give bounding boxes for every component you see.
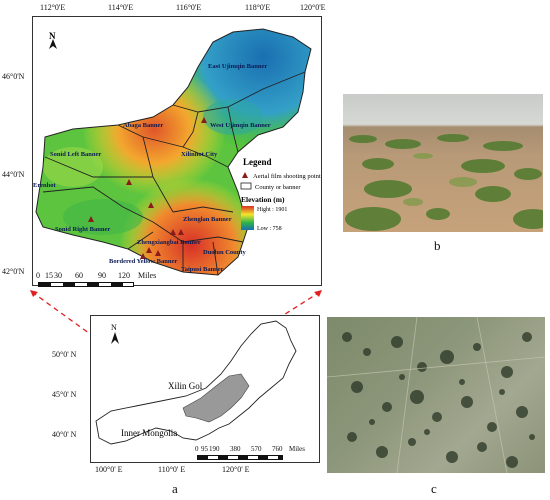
scale-bar-a: 0 15 30 60 90 120 Miles (36, 271, 196, 291)
scale-label: 30 (54, 271, 62, 280)
lon-tick: 120°0'E (300, 3, 326, 12)
map-b-frame: N Xilin Gol Inner Mongolia (90, 315, 320, 463)
scale-label-b: 190 (209, 445, 220, 453)
label-sonid-left: Sonid Left Banner (50, 151, 101, 158)
shooting-point (155, 250, 161, 256)
scale-label-b: 760 (272, 445, 283, 453)
label-inner-mongolia: Inner Mongolia (121, 428, 177, 438)
north-label-b: N (111, 323, 117, 332)
legend-county: County or banner (255, 184, 301, 191)
lon-tick-b: 110°0' E (158, 465, 186, 474)
shooting-point (88, 216, 94, 222)
scale-label: 15 (45, 271, 53, 280)
lon-tick-b: 120°0' E (222, 465, 250, 474)
lat-tick-b: 50°0' N (52, 350, 77, 359)
label-east-ujimqin: East Ujimqin Banner (208, 63, 267, 70)
scale-label: 90 (98, 271, 106, 280)
scale-label-b: 95 (201, 445, 208, 453)
shooting-point (178, 229, 184, 235)
label-zhenglan: Zhenglan Banner (183, 216, 232, 223)
aerial-photo (327, 317, 545, 473)
label-erenhot: Erenhot (33, 182, 56, 189)
lat-tick: 46°0'N (2, 72, 25, 81)
shooting-point (126, 179, 132, 185)
legend-elevation-ramp (241, 206, 254, 230)
grassland-photo (343, 94, 543, 232)
lon-tick-b: 100°0' E (95, 465, 123, 474)
region-outline (35, 28, 312, 276)
legend-a: Legend Aerial film shooting point County… (240, 157, 321, 232)
lon-tick: 114°0'E (108, 3, 134, 12)
legend-low: Low : 758 (257, 226, 282, 232)
legend-high: Hight : 1901 (257, 207, 287, 213)
xilin-gol-region (182, 373, 250, 423)
lat-tick: 44°0'N (2, 170, 25, 179)
scale-unit-b: Miles (289, 445, 305, 453)
scale-label: 60 (75, 271, 83, 280)
scale-bar-b: 0 95 190 380 570 760 Miles (195, 445, 315, 463)
shooting-point (170, 229, 176, 235)
elevation-map: N East Ujimqin Banner West Ujimqin Banne… (33, 28, 321, 276)
panel-label-c: c (431, 481, 437, 496)
legend-shooting-point: Aerial film shooting point (253, 173, 321, 180)
label-zhengxiangbai: Zhengxiangbai Banner (137, 239, 201, 246)
legend-county-icon (240, 182, 252, 190)
north-arrow-a (49, 39, 57, 49)
inner-mongolia-outline (95, 320, 297, 445)
label-west-ujimqin: West Ujimqin Banner (210, 122, 271, 129)
scale-label-b: 570 (251, 445, 262, 453)
label-duolun: Duolun County (203, 249, 247, 256)
scale-label-b: 0 (195, 445, 199, 453)
scale-label: 0 (36, 271, 40, 280)
lat-tick-b: 40°0' N (52, 430, 77, 439)
north-label-a: N (49, 31, 56, 41)
label-sonid-right: Sonid Right Banner (55, 226, 110, 233)
scale-unit: Miles (138, 271, 157, 280)
legend-title: Legend (243, 157, 272, 167)
label-abaga: Abaga Banner (123, 122, 163, 129)
shooting-point (140, 253, 146, 259)
label-xilinhot: Xilinhot City (181, 151, 218, 158)
county-boundaries (42, 71, 306, 276)
map-a-frame: N East Ujimqin Banner West Ujimqin Banne… (32, 16, 322, 286)
lon-tick: 112°0'E (40, 3, 66, 12)
legend-triangle-icon (242, 172, 248, 178)
lat-tick-b: 45°0' N (52, 390, 77, 399)
label-taipusi: Taipusi Banner (181, 266, 224, 273)
shooting-point (146, 247, 152, 253)
shooting-point (148, 202, 154, 208)
panel-label-a: a (172, 481, 178, 496)
shooting-points (88, 117, 207, 259)
lon-tick: 116°0'E (176, 3, 202, 12)
scale-label-b: 380 (230, 445, 241, 453)
label-bordered-yellow: Bordered Yellow Banner (109, 258, 177, 265)
scale-label: 120 (118, 271, 130, 280)
north-arrow-b (111, 332, 119, 344)
shooting-point (201, 117, 207, 123)
lat-tick: 42°0'N (2, 267, 25, 276)
lon-tick: 118°0'E (245, 3, 271, 12)
panel-label-b: b (434, 238, 441, 253)
label-xilin-gol: Xilin Gol (168, 381, 203, 391)
legend-elevation-title: Elevation (m) (241, 195, 285, 204)
